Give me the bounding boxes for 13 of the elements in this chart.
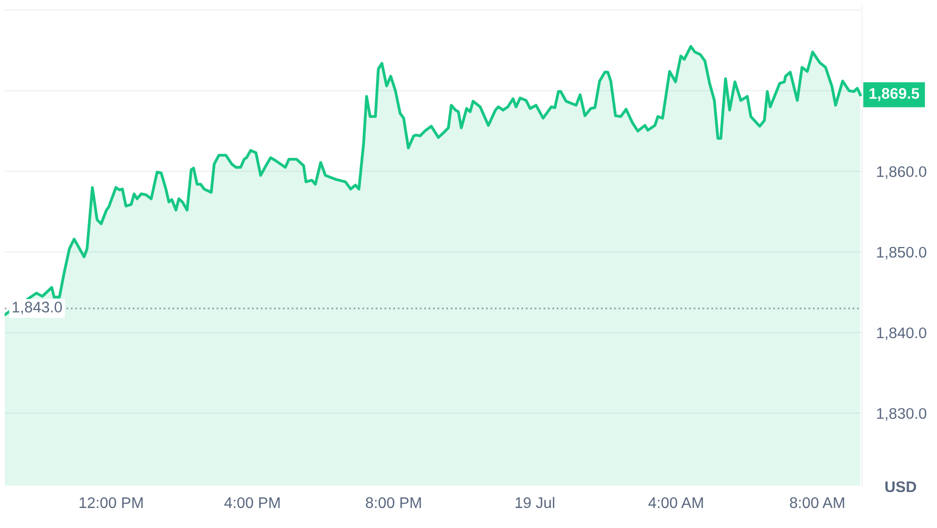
y-tick-label: 1,830.0 xyxy=(877,408,926,421)
y-axis-title: USD xyxy=(885,481,916,492)
y-tick-label: 1,840.0 xyxy=(877,327,926,340)
annotation: 1,869.5 xyxy=(870,88,920,102)
x-tick-label: 19 Jul xyxy=(516,496,554,508)
x-tick-label: 4:00 PM xyxy=(224,497,280,508)
y-tick-label: 1,850.0 xyxy=(877,246,926,260)
x-tick-label: 8:00 AM xyxy=(790,497,844,508)
y-tick-label: 1,860.0 xyxy=(877,166,926,179)
x-tick-label: 12:00 PM xyxy=(80,497,143,508)
x-tick-label: 8:00 PM xyxy=(366,497,421,508)
ref-line-label: 1,843.0 xyxy=(12,302,62,314)
x-tick-label: 4:00 AM xyxy=(648,497,703,508)
